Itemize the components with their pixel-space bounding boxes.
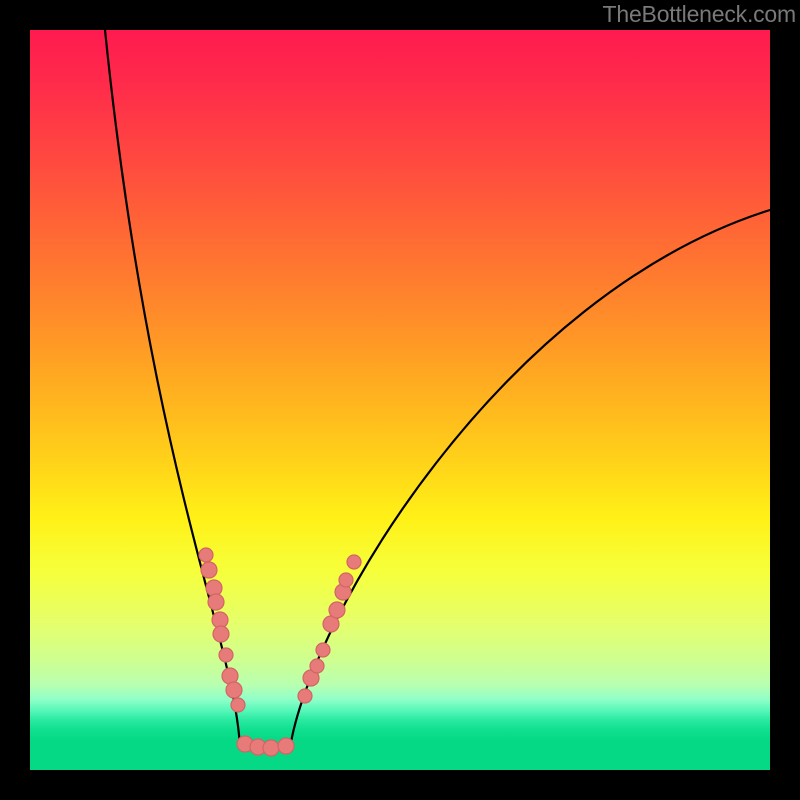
data-marker (298, 689, 312, 703)
bottleneck-chart (0, 0, 800, 800)
data-marker (329, 602, 345, 618)
data-marker (219, 648, 233, 662)
data-marker (206, 580, 222, 596)
data-marker (199, 548, 213, 562)
data-marker (208, 594, 224, 610)
watermark: TheBottleneck.com (603, 1, 796, 28)
data-marker (213, 626, 229, 642)
data-marker (310, 659, 324, 673)
plot-bg (30, 30, 770, 770)
data-marker (201, 562, 217, 578)
data-marker (226, 682, 242, 698)
data-marker (339, 573, 353, 587)
data-marker (347, 555, 361, 569)
data-marker (231, 698, 245, 712)
data-marker (316, 643, 330, 657)
data-marker (263, 740, 279, 756)
data-marker (278, 738, 294, 754)
